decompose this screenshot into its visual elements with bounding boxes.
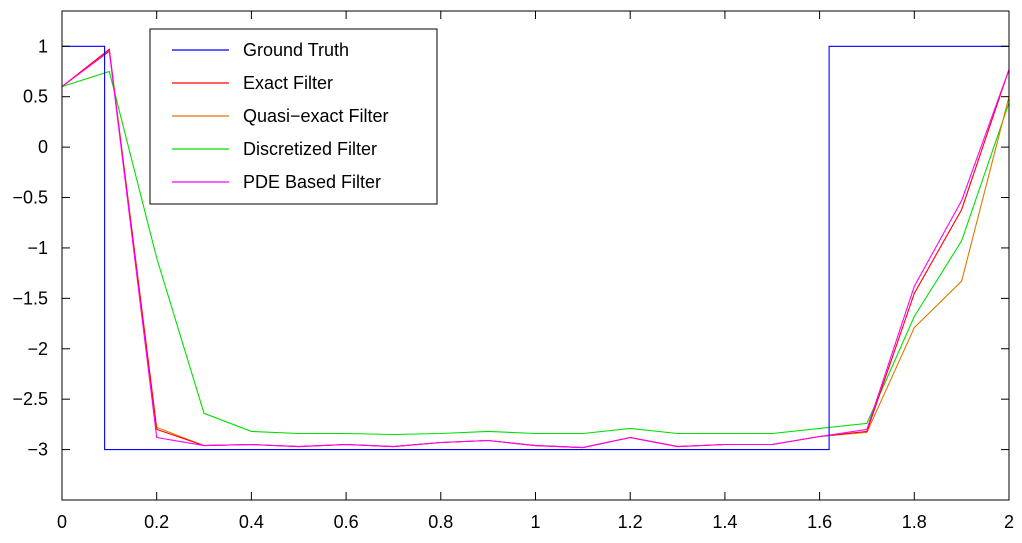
- x-tick-label: 0.4: [239, 512, 264, 532]
- y-tick-label: 1: [38, 36, 48, 56]
- x-tick-label: 2: [1004, 512, 1014, 532]
- y-tick-label: −0.5: [12, 188, 48, 208]
- y-tick-label: −1.5: [12, 288, 48, 308]
- x-tick-label: 1.6: [807, 512, 832, 532]
- legend-label: Exact Filter: [243, 73, 333, 93]
- y-tick-label: −3: [27, 440, 48, 460]
- legend-label: Ground Truth: [243, 40, 349, 60]
- legend: Ground Truth Exact Filter Quasi−exact Filt…: [149, 28, 438, 205]
- x-tick-label: 0.8: [428, 512, 453, 532]
- y-axis: 1 0.5 0 −0.5 −1 −1.5 −2 −2.5 −3: [12, 36, 1009, 460]
- x-tick-label: 1.4: [712, 512, 737, 532]
- series-line-4: [61, 50, 1010, 449]
- y-tick-label: 0: [38, 137, 48, 157]
- x-axis: 0 0.2 0.4 0.6 0.8 1 1.2 1.4 1.6 1.8 2: [57, 11, 1014, 532]
- x-tick-label: 1: [530, 512, 540, 532]
- series-lines: [61, 45, 1010, 451]
- x-tick-label: 0.6: [334, 512, 359, 532]
- legend-label: Discretized Filter: [243, 139, 377, 159]
- x-tick-label: 0: [57, 512, 67, 532]
- x-tick-label: 0.2: [144, 512, 169, 532]
- series-line-3: [61, 70, 1010, 436]
- y-tick-label: −2: [27, 339, 48, 359]
- x-tick-label: 1.2: [618, 512, 643, 532]
- legend-label: PDE Based Filter: [243, 172, 381, 192]
- series-line-0: [62, 45, 1009, 451]
- y-tick-label: −2.5: [12, 389, 48, 409]
- x-tick-label: 1.8: [902, 512, 927, 532]
- y-tick-label: −1: [27, 238, 48, 258]
- y-tick-label: 0.5: [23, 87, 48, 107]
- legend-label: Quasi−exact Filter: [243, 106, 389, 126]
